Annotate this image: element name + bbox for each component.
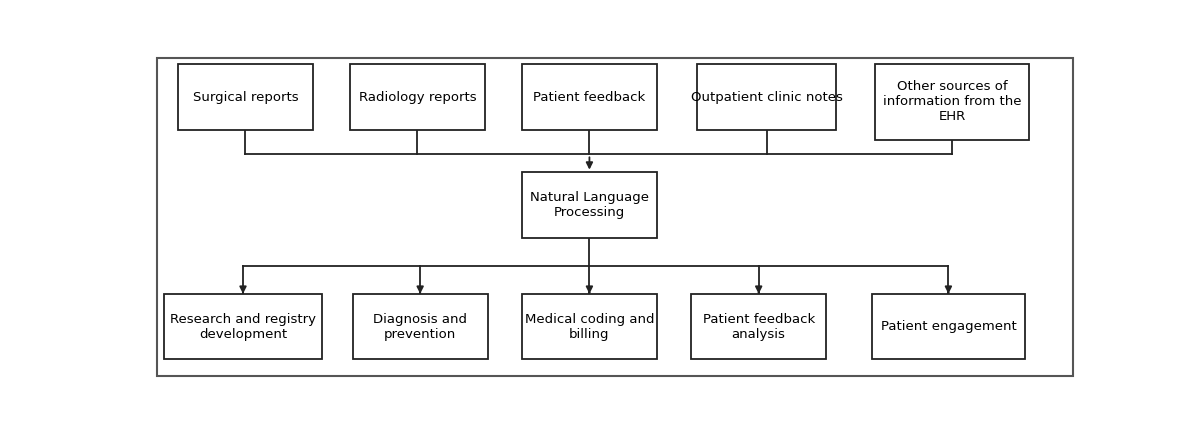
Text: Patient feedback
analysis: Patient feedback analysis [702,313,815,341]
Text: Surgical reports: Surgical reports [192,91,298,104]
FancyBboxPatch shape [164,294,322,360]
Text: Research and registry
development: Research and registry development [170,313,316,341]
Text: Medical coding and
billing: Medical coding and billing [524,313,654,341]
Text: Other sources of
information from the
EHR: Other sources of information from the EH… [883,81,1021,124]
FancyBboxPatch shape [350,64,485,130]
FancyBboxPatch shape [178,64,313,130]
FancyBboxPatch shape [522,64,656,130]
Text: Outpatient clinic notes: Outpatient clinic notes [691,91,842,104]
Text: Radiology reports: Radiology reports [359,91,476,104]
Text: Patient engagement: Patient engagement [881,320,1016,333]
Text: Diagnosis and
prevention: Diagnosis and prevention [373,313,467,341]
FancyBboxPatch shape [522,173,656,238]
FancyBboxPatch shape [871,294,1025,360]
FancyBboxPatch shape [876,64,1028,140]
FancyBboxPatch shape [697,64,836,130]
FancyBboxPatch shape [691,294,826,360]
Text: Patient feedback: Patient feedback [533,91,646,104]
FancyBboxPatch shape [522,294,656,360]
Text: Natural Language
Processing: Natural Language Processing [530,191,649,219]
FancyBboxPatch shape [353,294,487,360]
